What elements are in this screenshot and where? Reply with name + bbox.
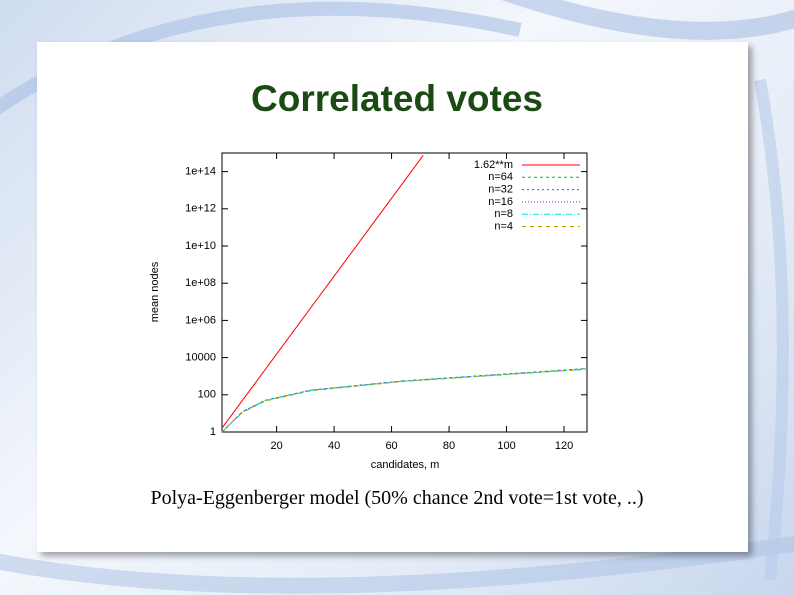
x-tick-label: 20 bbox=[270, 440, 282, 452]
y-tick-label: 1e+14 bbox=[185, 166, 216, 178]
y-tick-label: 100 bbox=[198, 389, 216, 401]
x-axis-label: candidates, m bbox=[371, 459, 439, 471]
series-line bbox=[221, 155, 424, 429]
y-tick-label: 1 bbox=[210, 426, 216, 438]
x-tick-label: 40 bbox=[328, 440, 340, 452]
plot-border bbox=[221, 152, 588, 433]
y-tick-label: 1e+12 bbox=[185, 203, 216, 215]
legend-label: n=16 bbox=[488, 196, 513, 208]
legend-label: n=8 bbox=[494, 208, 513, 220]
series-line bbox=[221, 367, 588, 433]
y-axis-label: mean nodes bbox=[149, 261, 161, 322]
caption: Polya-Eggenberger model (50% chance 2nd … bbox=[150, 487, 644, 509]
series-line bbox=[221, 368, 588, 433]
y-tick-label: 1e+06 bbox=[185, 314, 216, 326]
x-tick-label: 100 bbox=[497, 440, 515, 452]
x-tick-label: 80 bbox=[443, 440, 455, 452]
legend-label: n=64 bbox=[488, 171, 513, 183]
chart: mean nodes candidates, m 1 100 10000 1e+06 1… bbox=[132, 131, 640, 478]
series-line bbox=[221, 368, 588, 433]
legend-label: 1.62**m bbox=[474, 159, 513, 171]
slide-title: Correlated votes bbox=[251, 78, 543, 119]
legend-label: n=4 bbox=[494, 220, 513, 232]
x-tick-label: 120 bbox=[555, 440, 573, 452]
series-line bbox=[221, 368, 588, 433]
y-tick-label: 10000 bbox=[185, 352, 216, 364]
y-tick-label: 1e+08 bbox=[185, 277, 216, 289]
series-line bbox=[221, 368, 588, 433]
x-tick-label: 60 bbox=[385, 440, 397, 452]
legend-label: n=32 bbox=[488, 184, 513, 196]
y-tick-label: 1e+10 bbox=[185, 240, 216, 252]
